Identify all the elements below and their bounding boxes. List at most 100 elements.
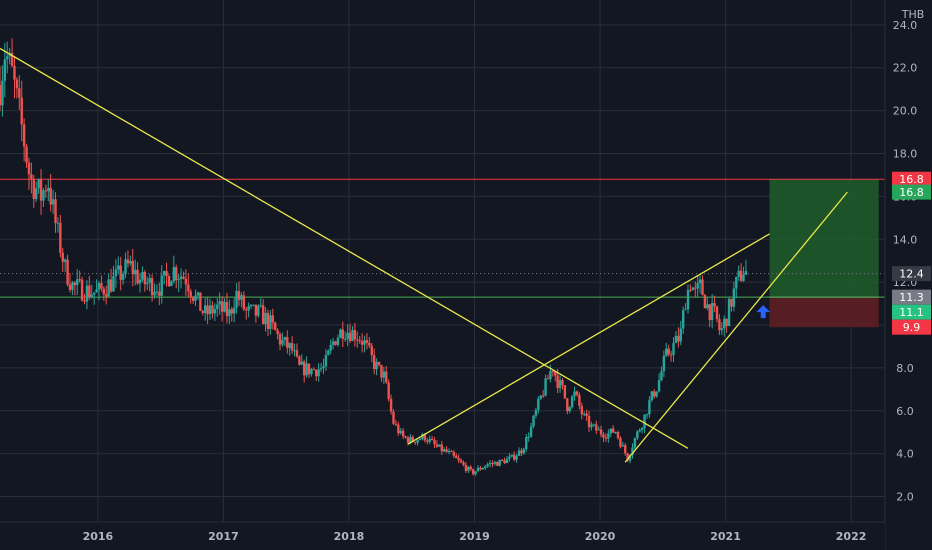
candle-body bbox=[305, 363, 308, 376]
candle-body bbox=[76, 279, 79, 286]
candle-body bbox=[491, 463, 494, 465]
candle-body bbox=[698, 279, 702, 284]
trendline[interactable] bbox=[407, 233, 770, 445]
candle-body bbox=[544, 378, 547, 396]
candle-body bbox=[725, 318, 728, 327]
candle-body bbox=[462, 462, 465, 465]
candle-body bbox=[141, 271, 144, 280]
candle-body bbox=[445, 449, 448, 452]
candle-body bbox=[563, 385, 567, 399]
candle-body bbox=[580, 405, 583, 415]
candle-body bbox=[718, 319, 721, 331]
candle-body bbox=[365, 340, 369, 343]
price-axis[interactable]: 2.04.06.08.010.012.014.016.018.020.022.0… bbox=[884, 0, 932, 550]
trendline[interactable] bbox=[624, 191, 848, 463]
candle-body bbox=[558, 379, 562, 389]
candle-body bbox=[138, 279, 142, 284]
y-tick-label: 24.0 bbox=[893, 19, 918, 32]
candle-body bbox=[300, 361, 303, 365]
x-tick-label: 2016 bbox=[83, 530, 114, 543]
candle-body bbox=[645, 414, 649, 416]
candle-body bbox=[18, 88, 21, 98]
candle-body bbox=[655, 391, 658, 397]
candle-body bbox=[438, 444, 441, 447]
price-badge bbox=[892, 319, 931, 335]
trendlines[interactable] bbox=[0, 47, 848, 463]
price-badge bbox=[892, 266, 931, 282]
y-tick-label: 14.0 bbox=[893, 233, 918, 246]
candlestick-series bbox=[0, 38, 748, 476]
candle-body bbox=[426, 440, 429, 442]
candle-body bbox=[148, 278, 151, 283]
candle-body bbox=[539, 395, 542, 399]
target-zone[interactable] bbox=[769, 179, 879, 298]
candle-body bbox=[47, 187, 50, 192]
candle-body bbox=[414, 441, 417, 443]
candle-body bbox=[172, 267, 176, 282]
candle-body bbox=[522, 448, 526, 454]
candle-body bbox=[15, 79, 19, 89]
candle-body bbox=[609, 428, 612, 434]
candle-body bbox=[742, 274, 745, 281]
candle-body bbox=[657, 380, 661, 392]
candle-body bbox=[696, 283, 699, 289]
price-badge-label: 11.1 bbox=[899, 306, 924, 319]
candle-body bbox=[266, 312, 270, 329]
candle-body bbox=[650, 391, 654, 401]
stop-zone[interactable] bbox=[769, 297, 879, 328]
candle-body bbox=[112, 276, 115, 292]
candle-body bbox=[416, 439, 419, 443]
trendline[interactable] bbox=[0, 47, 689, 449]
candle-body bbox=[674, 335, 678, 344]
candle-body bbox=[592, 424, 596, 426]
candle-body bbox=[348, 332, 352, 341]
candle-body bbox=[61, 252, 64, 262]
candle-body bbox=[611, 428, 615, 433]
candle-body bbox=[218, 301, 221, 305]
candle-body bbox=[295, 350, 299, 357]
candle-body bbox=[713, 303, 716, 307]
candle-body bbox=[517, 450, 521, 456]
candle-body bbox=[554, 371, 557, 376]
candle-body bbox=[269, 315, 272, 329]
candle-body bbox=[710, 303, 714, 321]
candle-body bbox=[418, 438, 422, 440]
candle-body bbox=[6, 56, 9, 60]
candle-body bbox=[375, 361, 378, 370]
candle-body bbox=[404, 436, 407, 438]
candle-body bbox=[281, 339, 284, 345]
candle-body bbox=[175, 267, 178, 281]
candle-body bbox=[346, 332, 349, 339]
candle-body bbox=[245, 309, 248, 311]
candle-body bbox=[310, 369, 313, 375]
candle-body bbox=[73, 282, 77, 286]
candle-body bbox=[537, 398, 540, 411]
candle-body bbox=[259, 305, 262, 307]
time-axis[interactable]: 2016 2017 2018 2019 2020 2021 2022 bbox=[0, 521, 885, 550]
candle-body bbox=[290, 343, 294, 351]
candle-body bbox=[626, 453, 629, 461]
candle-body bbox=[254, 304, 258, 316]
candle-body bbox=[474, 471, 477, 475]
candle-body bbox=[372, 355, 376, 370]
candle-body bbox=[336, 337, 340, 345]
x-tick-label: 2020 bbox=[585, 530, 616, 543]
candle-body bbox=[201, 310, 204, 313]
y-tick-label: 18.0 bbox=[893, 148, 918, 161]
candle-body bbox=[307, 363, 311, 375]
candle-body bbox=[83, 300, 86, 302]
position-tool[interactable] bbox=[769, 179, 879, 328]
candle-body bbox=[387, 382, 390, 399]
currency-label[interactable]: THB bbox=[901, 8, 925, 21]
candle-body bbox=[187, 284, 190, 292]
candle-body bbox=[520, 450, 523, 454]
horizontal-levels[interactable] bbox=[0, 178, 885, 298]
candle-body bbox=[20, 97, 23, 125]
candle-body bbox=[334, 341, 337, 345]
candle-body bbox=[358, 340, 361, 342]
candle-body bbox=[660, 371, 663, 381]
candle-body bbox=[199, 292, 202, 311]
candle-body bbox=[0, 84, 2, 106]
